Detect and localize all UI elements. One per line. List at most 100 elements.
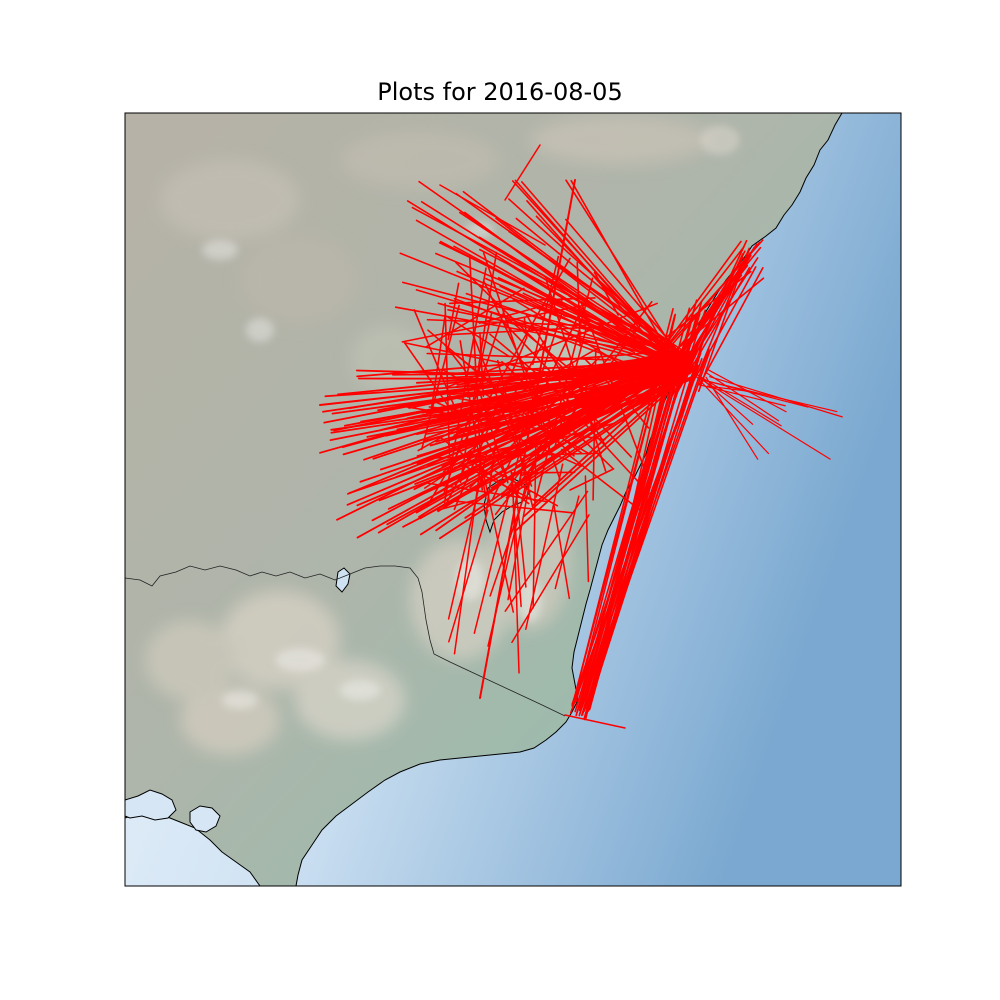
- flight-track: [433, 452, 602, 459]
- flight-track: [499, 285, 636, 354]
- flight-track: [341, 351, 692, 448]
- flight-track: [683, 253, 744, 381]
- flight-track: [479, 331, 485, 398]
- flight-track: [447, 452, 488, 620]
- flight-track: [448, 509, 489, 643]
- flight-track: [415, 219, 685, 374]
- flight-track: [702, 379, 809, 408]
- flight-track: [666, 277, 765, 358]
- flight-track: [436, 498, 478, 511]
- flight-track: [504, 144, 541, 201]
- flight-track: [597, 364, 650, 429]
- flight-track: [449, 297, 596, 305]
- flight-track: [459, 251, 498, 484]
- flight-track: [532, 255, 560, 366]
- plot-title: Plots for 2016-08-05: [377, 78, 623, 106]
- flight-track: [522, 292, 683, 369]
- flight-track: [337, 358, 679, 396]
- flight-track: [444, 302, 451, 455]
- flight-track: [570, 179, 678, 369]
- flight-tracks: [319, 144, 843, 729]
- flight-track: [593, 271, 620, 316]
- lake: [335, 567, 351, 593]
- flight-track: [571, 316, 676, 707]
- flight-track: [446, 315, 511, 358]
- flight-track: [447, 282, 460, 341]
- flight-track: [465, 292, 691, 370]
- flight-track: [563, 314, 647, 334]
- flight-track: [510, 470, 522, 608]
- flight-track: [698, 377, 831, 460]
- flight-track: [584, 475, 590, 583]
- flight-track: [479, 394, 509, 484]
- flight-track: [479, 179, 576, 699]
- flight-track: [483, 474, 515, 613]
- flight-track: [453, 352, 583, 455]
- flight-track: [705, 376, 759, 460]
- relief-highlights: [202, 125, 740, 709]
- flight-track: [504, 490, 589, 612]
- flight-track: [443, 309, 506, 494]
- flight-track: [426, 352, 612, 361]
- flight-track: [552, 501, 571, 600]
- flight-track: [440, 437, 530, 505]
- flight-track: [511, 514, 590, 644]
- state-border: [125, 565, 566, 717]
- flight-track: [565, 218, 694, 370]
- flight-track: [479, 429, 509, 479]
- flight-track: [439, 184, 546, 246]
- axes-frame: [124, 112, 902, 887]
- flight-track: [455, 192, 690, 360]
- flight-track: [576, 261, 582, 347]
- flight-track: [692, 266, 757, 383]
- flight-track: [661, 246, 745, 353]
- flight-track: [535, 277, 594, 498]
- flight-track: [659, 270, 752, 343]
- flight-track: [347, 349, 693, 495]
- flight-track: [584, 300, 703, 710]
- flight-track: [423, 373, 598, 489]
- flight-track: [400, 405, 606, 441]
- flight-track: [569, 468, 615, 491]
- flight-track: [417, 347, 600, 452]
- flight-track: [403, 340, 456, 416]
- flight-track: [427, 329, 575, 457]
- flight-track: [489, 333, 574, 405]
- flight-track: [673, 267, 751, 399]
- flight-track: [676, 256, 744, 362]
- bay-west: [125, 789, 177, 821]
- flight-track: [678, 265, 743, 359]
- flight-track: [687, 239, 748, 368]
- flight-track: [385, 369, 695, 437]
- flight-track: [545, 278, 607, 472]
- flight-track: [705, 372, 780, 422]
- flight-track: [425, 411, 567, 435]
- flight-track: [491, 315, 579, 502]
- flight-track: [447, 395, 584, 421]
- flight-track: [493, 246, 692, 363]
- map-area: [125, 113, 901, 886]
- flight-track: [453, 422, 616, 469]
- flight-track: [583, 373, 693, 721]
- flight-track: [435, 401, 583, 468]
- flight-track: [478, 299, 563, 324]
- flight-track: [554, 495, 580, 590]
- flight-track: [439, 373, 689, 540]
- flight-track: [514, 179, 680, 369]
- flight-track: [659, 240, 742, 353]
- flight-track: [581, 351, 711, 716]
- flight-track: [430, 313, 447, 413]
- flight-track: [697, 246, 756, 351]
- flight-track: [564, 714, 626, 729]
- bay-east: [189, 805, 221, 833]
- flight-track: [426, 257, 571, 507]
- flight-track: [433, 431, 543, 496]
- flight-track: [506, 317, 579, 377]
- flight-track: [501, 320, 633, 458]
- flight-track: [413, 309, 458, 413]
- flight-track: [574, 351, 679, 703]
- flight-track: [565, 179, 683, 363]
- flight-track: [698, 266, 764, 386]
- flight-track: [694, 374, 770, 455]
